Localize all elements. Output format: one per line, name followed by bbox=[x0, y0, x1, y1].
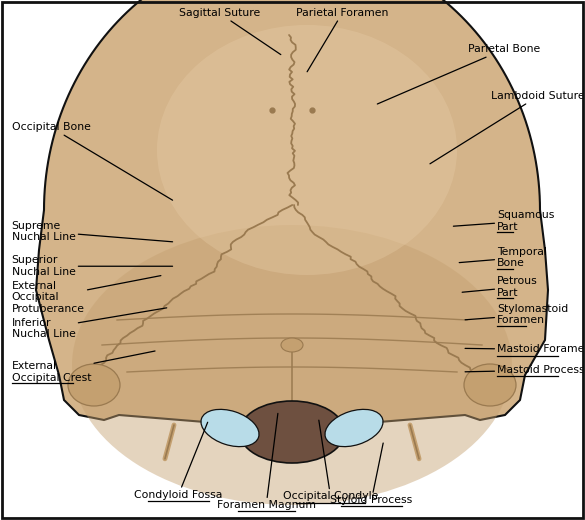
Ellipse shape bbox=[464, 364, 516, 406]
Text: Superior
Nuchal Line: Superior Nuchal Line bbox=[12, 255, 173, 277]
Ellipse shape bbox=[201, 409, 259, 447]
Polygon shape bbox=[36, 0, 548, 440]
Ellipse shape bbox=[157, 25, 457, 275]
Text: Occipital Condyle: Occipital Condyle bbox=[283, 420, 378, 501]
Text: Parietal Bone: Parietal Bone bbox=[377, 44, 541, 104]
Ellipse shape bbox=[239, 401, 345, 463]
Text: Temporal
Bone: Temporal Bone bbox=[459, 246, 547, 268]
Text: Supreme
Nuchal Line: Supreme Nuchal Line bbox=[12, 220, 173, 242]
Text: Stylomastoid
Foramen: Stylomastoid Foramen bbox=[465, 304, 569, 326]
Text: Mastoid Foramen: Mastoid Foramen bbox=[465, 344, 585, 355]
Text: External
Occipital
Protuberance: External Occipital Protuberance bbox=[12, 276, 161, 314]
Text: Inferior
Nuchal Line: Inferior Nuchal Line bbox=[12, 308, 167, 340]
Text: Petrous
Part: Petrous Part bbox=[462, 276, 538, 298]
Text: Foramen Magnum: Foramen Magnum bbox=[216, 413, 316, 510]
Text: Styloid Process: Styloid Process bbox=[331, 443, 412, 505]
Text: Occipital Bone: Occipital Bone bbox=[12, 122, 173, 200]
Text: Lambdoid Suture: Lambdoid Suture bbox=[430, 91, 585, 164]
Text: Sagittal Suture: Sagittal Suture bbox=[179, 8, 281, 55]
Text: Parietal Foramen: Parietal Foramen bbox=[296, 8, 388, 72]
Ellipse shape bbox=[281, 338, 303, 352]
Ellipse shape bbox=[325, 409, 383, 447]
Text: Squamous
Part: Squamous Part bbox=[453, 210, 555, 232]
Ellipse shape bbox=[72, 225, 512, 505]
Text: Condyloid Fossa: Condyloid Fossa bbox=[134, 422, 223, 500]
Text: External
Occipital Crest: External Occipital Crest bbox=[12, 351, 155, 383]
Ellipse shape bbox=[68, 364, 120, 406]
Text: Mastoid Process: Mastoid Process bbox=[465, 365, 585, 375]
